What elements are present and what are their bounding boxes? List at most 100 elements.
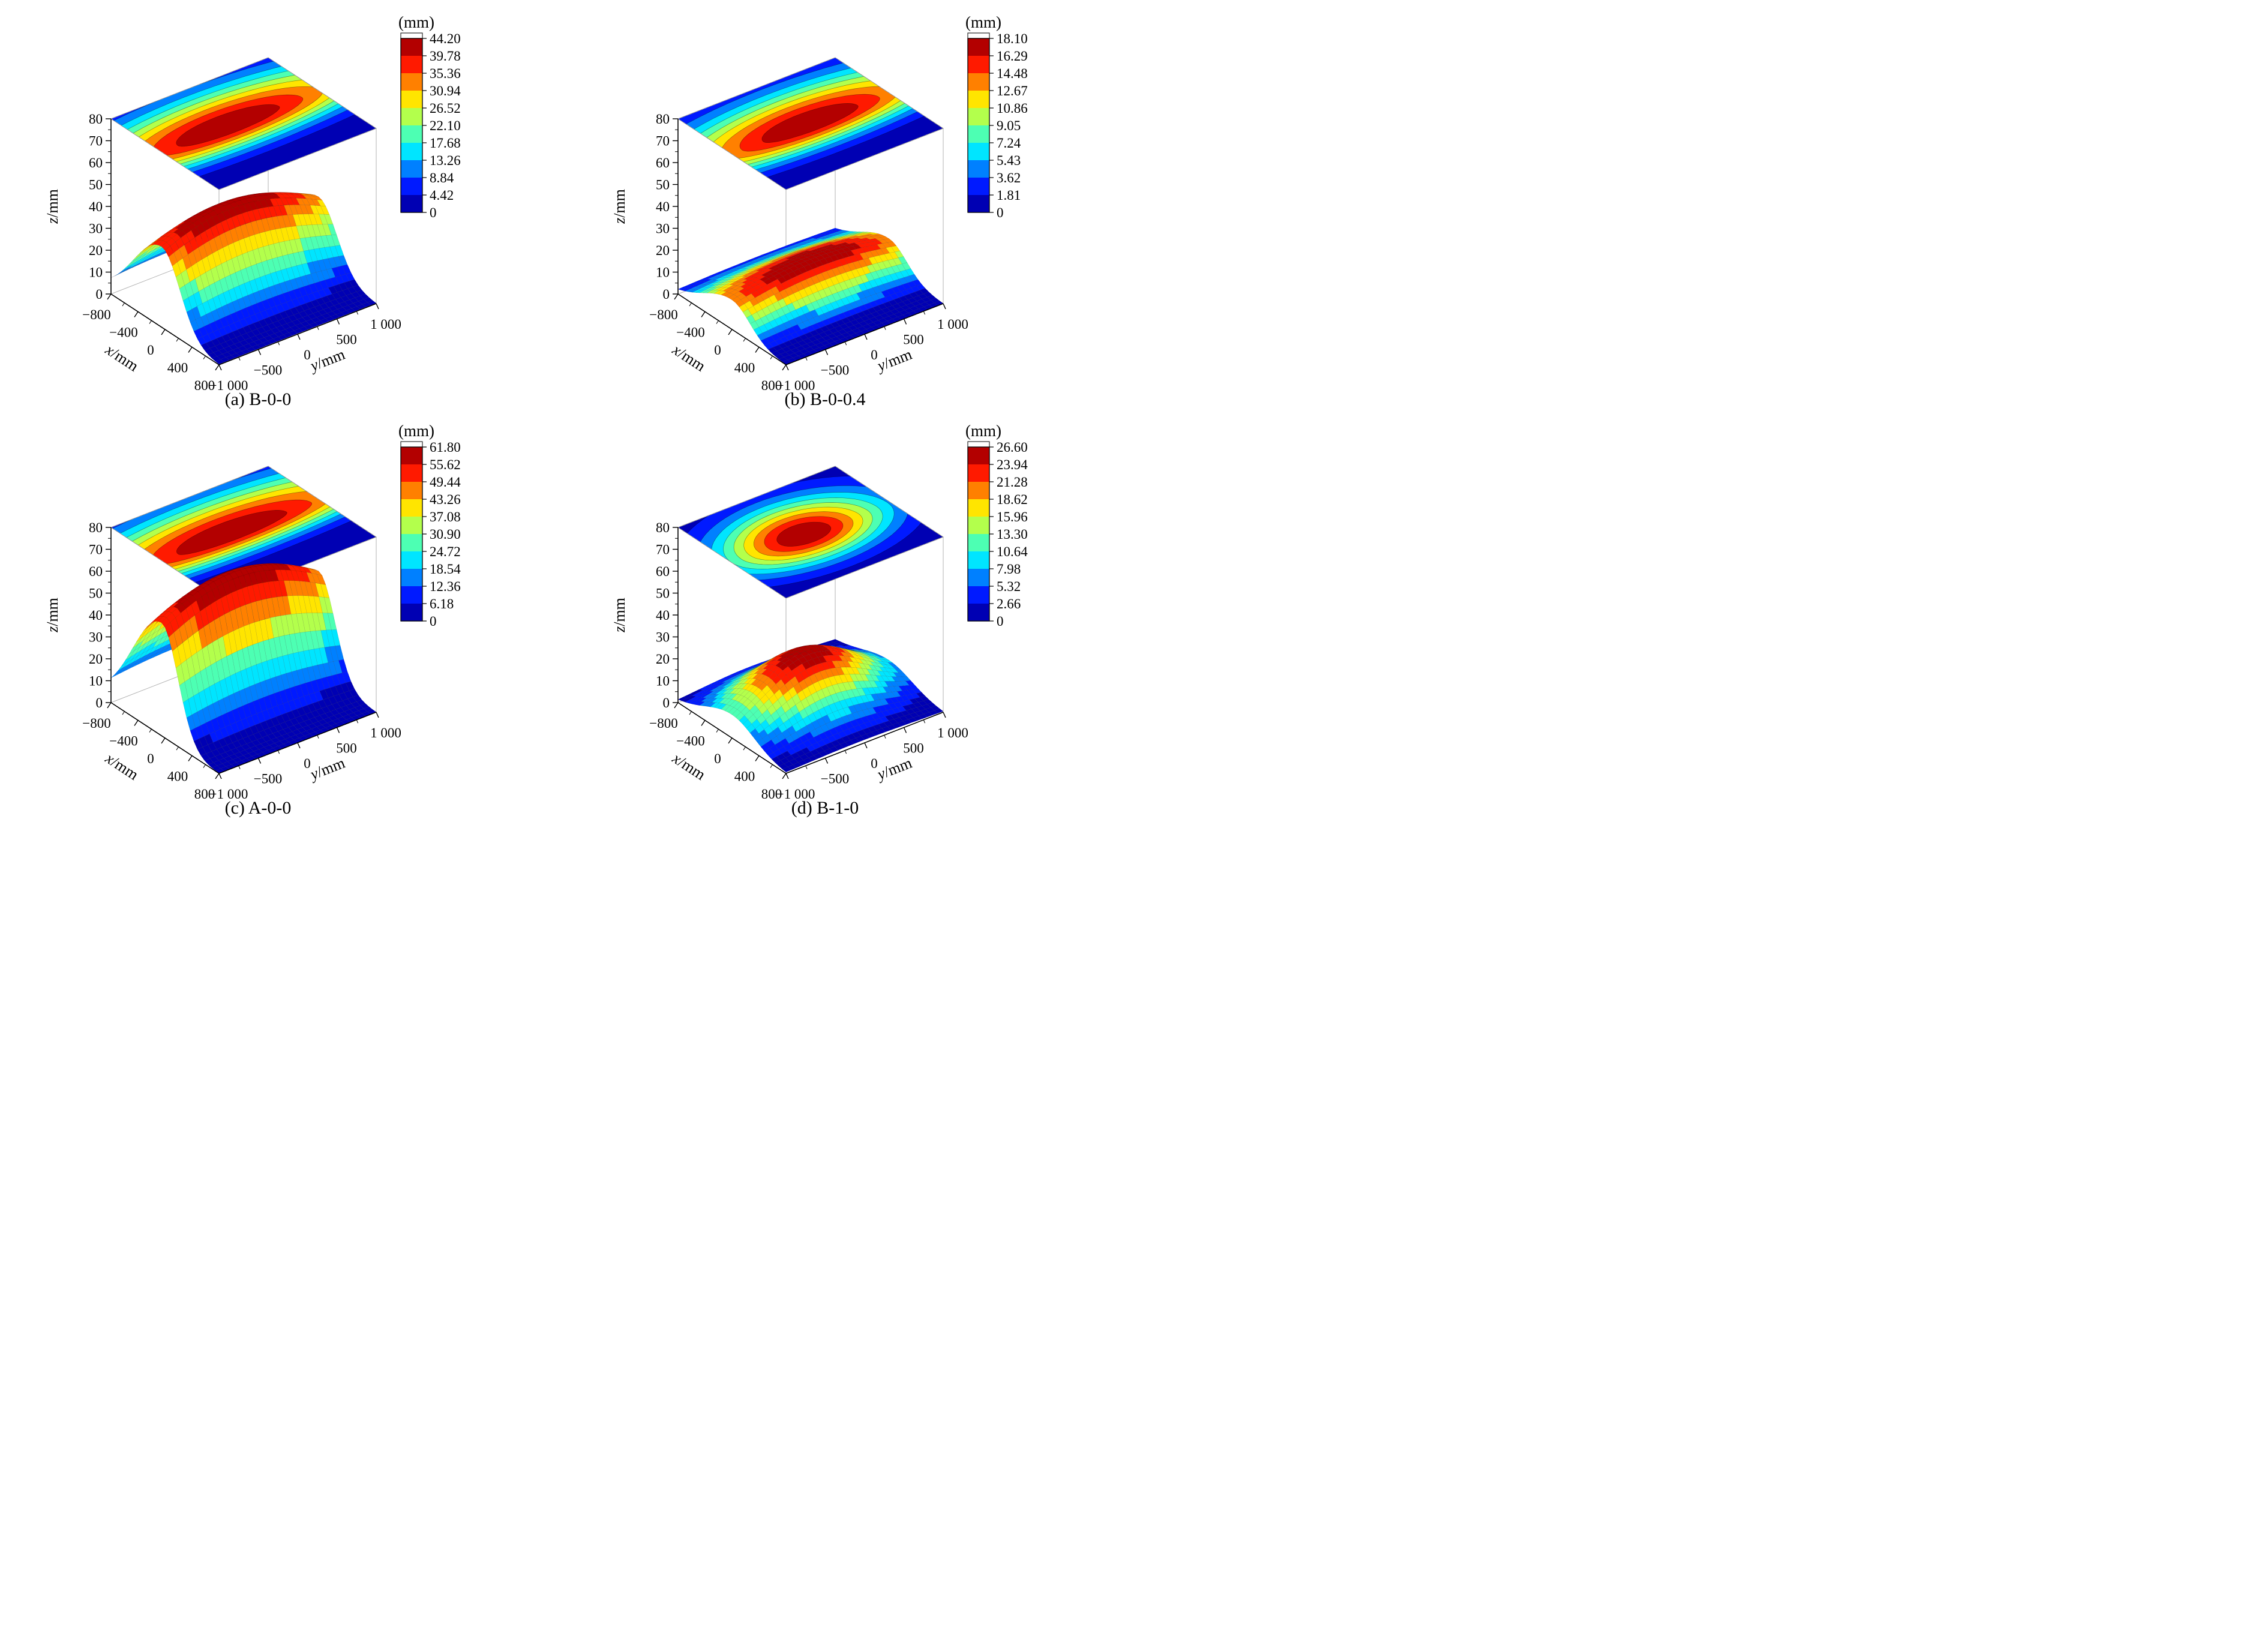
x-tick-label: −400 [676, 325, 704, 340]
colorbar-tick-label: 0 [997, 614, 1004, 629]
colorbar-segment [968, 143, 989, 161]
x-tick-label: 800 [761, 378, 782, 390]
colorbar-title: (mm) [965, 13, 1001, 31]
colorbar-segment [968, 604, 989, 622]
surface-plot-d: 0 10 20 30 40 50 60 70 80 z/mm −800 −400 0 400 800 x/mm… [611, 422, 1028, 799]
z-tick-label: 40 [89, 608, 103, 623]
colorbar-tick-label: 8.84 [430, 170, 454, 185]
colorbar-tick-label: 6.18 [430, 596, 454, 611]
colorbar-tick-label: 4.42 [430, 188, 454, 203]
y-tick-label: −1 000 [776, 787, 815, 799]
x-axis-label: x/mm [669, 341, 709, 375]
colorbar-cap [400, 32, 423, 39]
panel-caption-a: (a) B-0-0 [224, 389, 292, 409]
colorbar-segment [401, 569, 422, 587]
colorbar-tick-label: 44.20 [430, 31, 461, 46]
x-tick-label: −400 [109, 325, 137, 340]
colorbar-tick-label: 30.94 [430, 83, 461, 98]
y-axis-label: y/mm [306, 754, 347, 784]
y-axis-label: y/mm [306, 346, 347, 376]
y-tick-label: 1 000 [937, 725, 968, 740]
colorbar-tick-label: 12.36 [430, 579, 461, 594]
z-axis: 0 10 20 30 40 50 60 70 80 [656, 112, 679, 302]
x-tick-label: 800 [761, 787, 782, 799]
colorbar-tick-label: 1.81 [997, 188, 1021, 203]
x-tick-label: 400 [167, 769, 188, 784]
surface-plot-a: 0 10 20 30 40 50 60 70 80 z/mm −800 −400 0 400 800 x/mm… [44, 13, 461, 390]
colorbar-segment [401, 73, 422, 91]
colorbar-tick-label: 24.72 [430, 544, 461, 559]
colorbar-segment [401, 56, 422, 74]
colorbar-tick-label: 18.10 [997, 31, 1028, 46]
colorbar-tick-label: 61.80 [430, 440, 461, 455]
panel-caption-c: (c) A-0-0 [224, 798, 292, 818]
colorbar-segment [968, 178, 989, 196]
colorbar: (mm)44.20 39.78 35.36 30.94 26.52 22.10 17.68 1… [398, 13, 461, 220]
colorbar-tick-label: 15.96 [997, 509, 1028, 524]
colorbar-tick-label: 26.52 [430, 101, 461, 116]
x-tick-label: 0 [147, 343, 154, 358]
colorbar-tick-label: 13.26 [430, 153, 461, 168]
z-tick-label: 20 [656, 652, 670, 667]
x-tick-label: 800 [194, 787, 215, 799]
colorbar-segment [968, 464, 989, 482]
z-tick-label: 70 [656, 134, 670, 149]
colorbar-tick-label: 10.64 [997, 544, 1028, 559]
top-plane-outline [677, 466, 944, 599]
colorbar-segment [968, 482, 989, 500]
z-tick-label: 80 [656, 520, 670, 535]
top-contour-plane [678, 58, 943, 190]
colorbar-segment [968, 125, 989, 143]
colorbar-cap [400, 441, 423, 448]
x-axis-label: x/mm [102, 341, 142, 375]
z-tick-label: 0 [663, 287, 670, 302]
colorbar-tick-label: 39.78 [430, 49, 461, 64]
z-tick-label: 20 [89, 243, 103, 258]
y-tick-label: 0 [871, 756, 878, 771]
z-tick-label: 70 [656, 542, 670, 557]
y-tick-label: 1 000 [937, 317, 968, 332]
colorbar-tick-label: 14.48 [997, 66, 1028, 81]
colorbar-segment [401, 499, 422, 517]
x-tick-label: −400 [109, 734, 137, 749]
y-tick-label: 500 [336, 332, 357, 347]
colorbar-segment [968, 569, 989, 587]
colorbar-segment [401, 482, 422, 500]
y-tick-label: −500 [254, 363, 282, 378]
y-tick-label: −500 [821, 363, 849, 378]
colorbar-segment [968, 73, 989, 91]
colorbar-tick-label: 0 [430, 205, 437, 220]
z-tick-label: 30 [89, 630, 103, 645]
z-tick-label: 30 [656, 630, 670, 645]
colorbar-tick-label: 30.90 [430, 527, 461, 542]
colorbar-tick-label: 13.30 [997, 527, 1028, 542]
colorbar-segment [968, 56, 989, 74]
colorbar-segment [401, 534, 422, 552]
z-tick-label: 50 [656, 178, 670, 193]
contour-band [176, 510, 287, 555]
y-tick-label: −1 000 [209, 787, 248, 799]
colorbar-tick-label: 5.32 [997, 579, 1021, 594]
z-tick-label: 20 [656, 243, 670, 258]
z-tick-label: 30 [656, 221, 670, 236]
x-tick-label: −800 [82, 716, 110, 731]
z-tick-label: 10 [656, 674, 670, 689]
colorbar-tick-label: 2.66 [997, 596, 1021, 611]
colorbar-tick-label: 17.68 [430, 136, 461, 151]
z-axis-label: z/mm [44, 189, 61, 224]
x-tick-label: 0 [147, 751, 154, 766]
panel-caption-d: (d) B-1-0 [791, 798, 859, 818]
z-axis: 0 10 20 30 40 50 60 70 80 [656, 520, 679, 710]
colorbar: (mm)61.80 55.62 49.44 43.26 37.08 30.90 24.72 1… [398, 422, 461, 629]
y-tick-label: −500 [821, 772, 849, 787]
surface-mesh [110, 563, 377, 773]
colorbar-segment [401, 195, 422, 213]
y-axis: −1 000 −500 0 500 1 000 [776, 303, 968, 390]
colorbar: (mm)26.60 23.94 21.28 18.62 15.96 13.30 10.64 7… [965, 422, 1028, 629]
top-contour-plane [111, 58, 376, 190]
colorbar-cap [967, 32, 990, 39]
colorbar-tick-label: 9.05 [997, 118, 1021, 133]
z-tick-label: 70 [89, 542, 103, 557]
y-tick-label: −1 000 [776, 378, 815, 390]
z-tick-label: 0 [96, 695, 103, 710]
